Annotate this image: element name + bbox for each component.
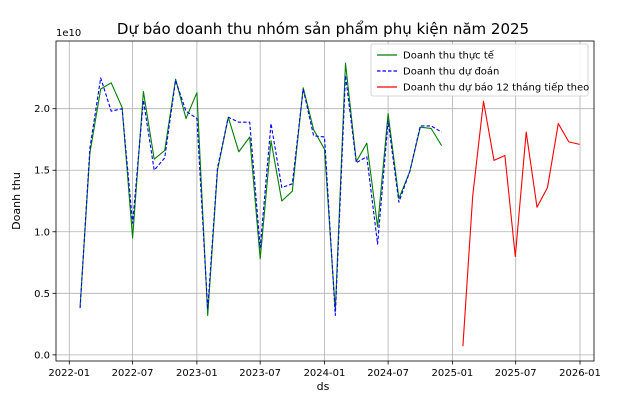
y-tick-label: 0.0	[34, 350, 50, 361]
x-tick-label: 2024-07	[367, 368, 409, 379]
x-axis-label: ds	[317, 380, 330, 393]
x-tick-label: 2022-01	[48, 368, 90, 379]
y-tick-label: 1.0	[34, 227, 50, 238]
series-line-2	[79, 74, 442, 317]
plot-frame	[55, 40, 595, 362]
legend-label-3: Doanh thu dự báo 12 tháng tiếp theo	[403, 82, 589, 94]
series-line-1	[79, 62, 443, 317]
series-group	[79, 62, 580, 347]
y-offset-text: 1e10	[56, 28, 81, 39]
x-tick-label: 2024-01	[304, 368, 346, 379]
legend-box	[370, 43, 589, 97]
x-tick-label: 2023-01	[176, 368, 218, 379]
x-tick-label: 2025-07	[495, 368, 537, 379]
chart-title: Dự báo doanh thu nhóm sản phẩm phụ kiện …	[117, 20, 529, 38]
y-axis: 0.0 0.5 1.0 1.5 2.0	[34, 104, 56, 361]
y-axis-label: Doanh thu	[10, 172, 23, 230]
legend-label-2: Doanh thu dự đoán	[403, 66, 499, 78]
x-tick-label: 2022-07	[112, 368, 154, 379]
y-tick-label: 1.5	[34, 166, 50, 177]
y-tick-label: 0.5	[34, 289, 50, 300]
y-tick-label: 2.0	[34, 104, 50, 115]
x-axis: 2022-01 2022-07 2023-01 2023-07 2024-01 2024-…	[48, 361, 601, 379]
series-line-3	[462, 100, 580, 347]
x-tick-label: 2026-01	[559, 368, 601, 379]
legend: Doanh thu thực tế Doanh thu dự đoán Doanh …	[370, 43, 589, 97]
legend-label-1: Doanh thu thực tế	[403, 50, 495, 62]
x-tick-label: 2025-01	[432, 368, 474, 379]
x-tick-label: 2023-07	[239, 368, 281, 379]
